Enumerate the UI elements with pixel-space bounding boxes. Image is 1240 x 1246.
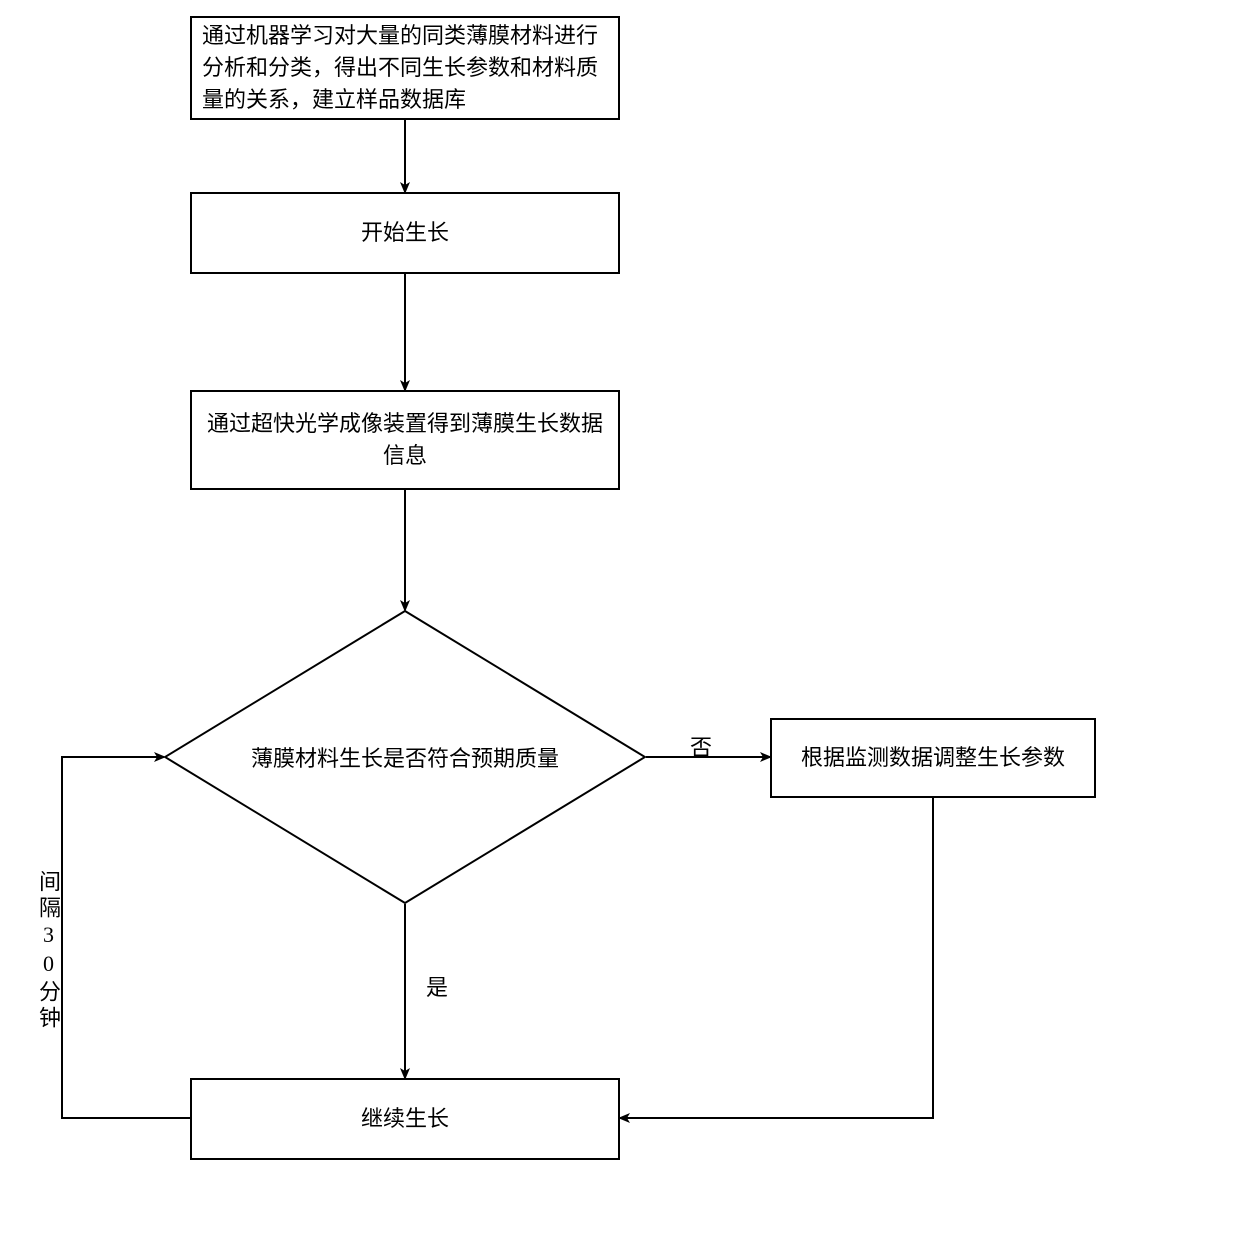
process-node-6: 继续生长	[190, 1078, 620, 1160]
node-text: 开始生长	[361, 217, 449, 249]
flowchart-canvas: 通过机器学习对大量的同类薄膜材料进行分析和分类，得出不同生长参数和材料质量的关系…	[0, 0, 1240, 1246]
node-text: 通过超快光学成像装置得到薄膜生长数据信息	[202, 408, 608, 472]
process-node-1: 通过机器学习对大量的同类薄膜材料进行分析和分类，得出不同生长参数和材料质量的关系…	[190, 16, 620, 120]
process-node-2: 开始生长	[190, 192, 620, 274]
process-node-5: 根据监测数据调整生长参数	[770, 718, 1096, 798]
node-text: 根据监测数据调整生长参数	[801, 742, 1065, 774]
edge-label-no: 否	[690, 730, 712, 762]
node-text: 薄膜材料生长是否符合预期质量	[251, 741, 559, 773]
decision-node: 薄膜材料生长是否符合预期质量	[164, 610, 646, 904]
process-node-3: 通过超快光学成像装置得到薄膜生长数据信息	[190, 390, 620, 490]
node-text: 通过机器学习对大量的同类薄膜材料进行分析和分类，得出不同生长参数和材料质量的关系…	[202, 20, 608, 116]
edge-label-interval: 间隔30分钟	[32, 870, 64, 1032]
node-text: 继续生长	[361, 1103, 449, 1135]
edge-label-yes: 是	[426, 970, 448, 1002]
